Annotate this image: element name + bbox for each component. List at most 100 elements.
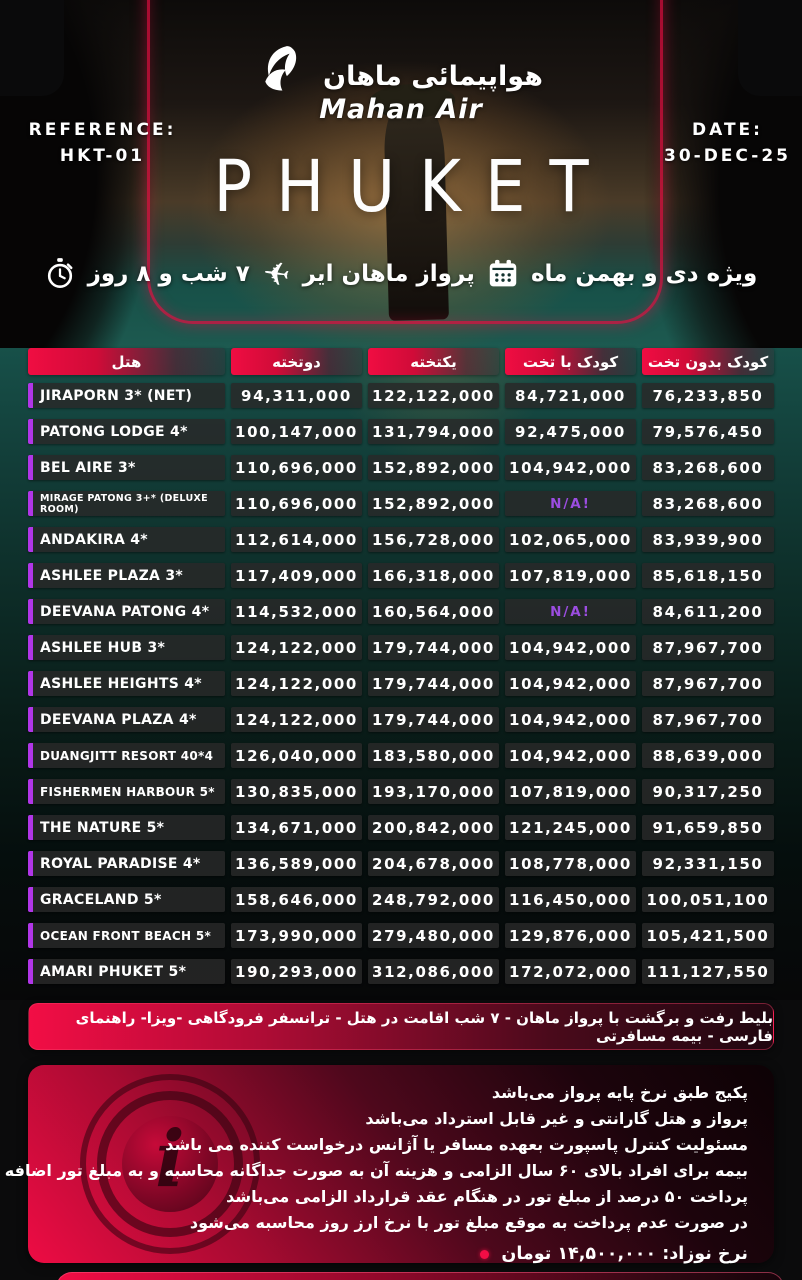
reference-label: REFERENCE:: [28, 120, 177, 140]
price-cell: 76,233,850: [642, 383, 774, 408]
hotel-name-cell: ASHLEE HUB 3*: [28, 635, 225, 660]
hotel-name-cell: ROYAL PARADISE 4*: [28, 851, 225, 876]
date-label: DATE:: [692, 120, 763, 140]
price-cell: 100,051,100: [642, 887, 774, 912]
price-cell: 102,065,000: [505, 527, 636, 552]
price-cell: 83,268,600: [642, 491, 774, 516]
price-cell-na: N/A!: [505, 491, 636, 516]
price-cell: 122,122,000: [368, 383, 499, 408]
brand-name-farsi: هواپیمائی ماهان: [323, 61, 543, 92]
price-cell: 166,318,000: [368, 563, 499, 588]
price-cell: 104,942,000: [505, 707, 636, 732]
price-cell: 129,876,000: [505, 923, 636, 948]
price-cell: 112,614,000: [231, 527, 362, 552]
hotel-name-cell: OCEAN FRONT BEACH 5*: [28, 923, 225, 948]
inclusions-banner: بلیط رفت و برگشت با پرواز ماهان - ۷ شب ا…: [28, 1003, 774, 1050]
price-cell: 107,819,000: [505, 563, 636, 588]
price-cell: 87,967,700: [642, 707, 774, 732]
terms-line: پکیج طبق نرخ پایه پرواز می‌باشد: [491, 1083, 748, 1102]
price-cell: 116,450,000: [505, 887, 636, 912]
price-cell: 312,086,000: [368, 959, 499, 984]
price-cell: 204,678,000: [368, 851, 499, 876]
table-row: JIRAPORN 3* (NET) 94,311,000 122,122,000 84…: [28, 383, 774, 408]
price-cell: 83,939,900: [642, 527, 774, 552]
table-row: DUANGJITT RESORT 40*4 126,040,000 183,580,…: [28, 743, 774, 768]
table-row: GRACELAND 5* 158,646,000 248,792,000 116,45…: [28, 887, 774, 912]
destination-title: PHUKET: [213, 146, 613, 229]
infant-rate-currency: تومان: [501, 1244, 552, 1264]
price-cell: 172,072,000: [505, 959, 636, 984]
table-row: BEL AIRE 3* 110,696,000 152,892,000 104,942…: [28, 455, 774, 480]
table-row: THE NATURE 5* 134,671,000 200,842,000 121,2…: [28, 815, 774, 840]
hotel-name-cell: BEL AIRE 3*: [28, 455, 225, 480]
reference-block: REFERENCE: HKT-01: [20, 117, 185, 169]
price-cell: 114,532,000: [231, 599, 362, 624]
price-cell: 160,564,000: [368, 599, 499, 624]
table-row: DEEVANA PLAZA 4* 124,122,000 179,744,000 10…: [28, 707, 774, 732]
table-row: ROYAL PARADISE 4* 136,589,000 204,678,000 1…: [28, 851, 774, 876]
price-cell: 108,778,000: [505, 851, 636, 876]
info-icon: i: [80, 1074, 260, 1254]
price-cell: 110,696,000: [231, 455, 362, 480]
hotel-name-cell: THE NATURE 5*: [28, 815, 225, 840]
table-row: MIRAGE PATONG 3+* (DELUXE ROOM) 110,696,0…: [28, 491, 774, 516]
price-cell: 179,744,000: [368, 635, 499, 660]
price-cell: 121,245,000: [505, 815, 636, 840]
price-cell: 92,331,150: [642, 851, 774, 876]
airplane-icon: ✈: [260, 253, 293, 295]
price-cell: 105,421,500: [642, 923, 774, 948]
price-cell: 179,744,000: [368, 671, 499, 696]
price-cell: 87,967,700: [642, 635, 774, 660]
date-value: 30-DEC-25: [663, 146, 792, 166]
table-row: ASHLEE HUB 3* 124,122,000 179,744,000 104,9…: [28, 635, 774, 660]
terms-line: پرواز و هتل گارانتی و غیر قابل استرداد م…: [365, 1109, 748, 1128]
duration-label: ۷ شب و ۸ روز: [87, 261, 250, 287]
price-cell: 90,317,250: [642, 779, 774, 804]
mahan-bird-icon: [259, 44, 313, 92]
red-neon-frame: [147, 0, 663, 324]
table-row: FISHERMEN HARBOUR 5* 130,835,000 193,170,0…: [28, 779, 774, 804]
price-cell: 156,728,000: [368, 527, 499, 552]
price-cell: 91,659,850: [642, 815, 774, 840]
price-cell: 136,589,000: [231, 851, 362, 876]
terms-line: بیمه برای افراد بالای ۶۰ سال الزامی و هز…: [0, 1161, 748, 1180]
price-cell: 183,580,000: [368, 743, 499, 768]
infant-rate-price: ۱۴,۵۰۰,۰۰۰: [557, 1244, 657, 1264]
hotel-name-cell: ANDAKIRA 4*: [28, 527, 225, 552]
terms-line: مسئولیت کنترل پاسپورت بعهده مسافر یا آژا…: [165, 1135, 748, 1154]
table-row: ASHLEE HEIGHTS 4* 124,122,000 179,744,000 1…: [28, 671, 774, 696]
price-cell: 104,942,000: [505, 455, 636, 480]
price-cell: 126,040,000: [231, 743, 362, 768]
price-cell: 85,618,150: [642, 563, 774, 588]
price-cell: 104,942,000: [505, 671, 636, 696]
price-cell: 130,835,000: [231, 779, 362, 804]
price-cell: 200,842,000: [368, 815, 499, 840]
airline-label: پرواز ماهان ایر: [302, 261, 475, 287]
hotel-name-cell: JIRAPORN 3* (NET): [28, 383, 225, 408]
terms-box: i پکیج طبق نرخ پایه پرواز می‌باشد پرواز و…: [0, 1065, 774, 1264]
price-table-body: JIRAPORN 3* (NET) 94,311,000 122,122,000 84…: [28, 383, 774, 984]
price-cell-na: N/A!: [505, 599, 636, 624]
date-block: DATE: 30-DEC-25: [655, 117, 800, 169]
price-cell: 79,576,450: [642, 419, 774, 444]
price-cell: 88,639,000: [642, 743, 774, 768]
price-cell: 279,480,000: [368, 923, 499, 948]
price-cell: 100,147,000: [231, 419, 362, 444]
table-header-cell: هتل: [28, 348, 225, 375]
hotel-name-cell: ASHLEE PLAZA 3*: [28, 563, 225, 588]
red-dot: [480, 1249, 490, 1259]
table-row: DEEVANA PATONG 4* 114,532,000 160,564,000 N…: [28, 599, 774, 624]
reference-value: HKT-01: [59, 146, 146, 166]
tour-feature-strip: ۷ شب و ۸ روز ✈ پرواز ماهان ایر ویژه دی و…: [0, 252, 802, 296]
price-cell: 111,127,550: [642, 959, 774, 984]
price-cell: 152,892,000: [368, 491, 499, 516]
price-cell: 193,170,000: [368, 779, 499, 804]
table-row: ASHLEE PLAZA 3* 117,409,000 166,318,000 107…: [28, 563, 774, 588]
hotel-name-cell: GRACELAND 5*: [28, 887, 225, 912]
mahan-air-logo: هواپیمائی ماهان Mahan Air: [0, 44, 802, 125]
table-header-cell: یکتخته: [368, 348, 499, 375]
clipped-bottom-box: [56, 1272, 784, 1280]
price-cell: 152,892,000: [368, 455, 499, 480]
brand-name-english: Mahan Air: [319, 94, 483, 125]
